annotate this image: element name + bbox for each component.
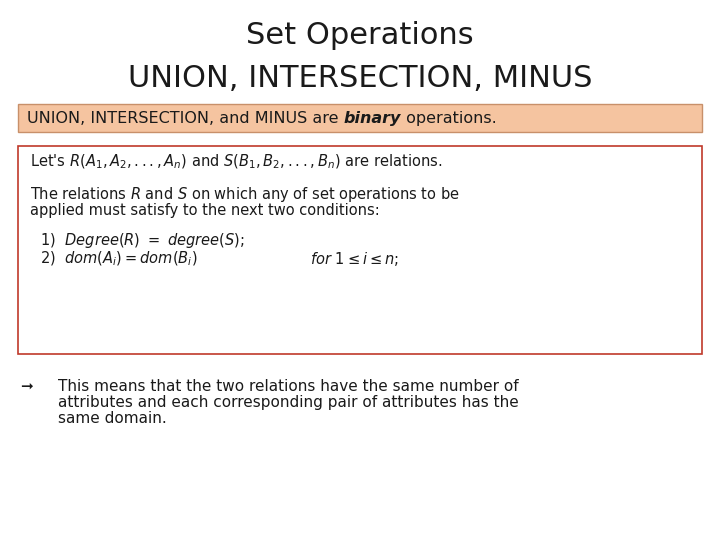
FancyBboxPatch shape xyxy=(18,104,702,132)
Text: The relations $R$ and $S$ on which any of set operations to be: The relations $R$ and $S$ on which any o… xyxy=(30,185,460,204)
Text: operations.: operations. xyxy=(401,111,497,126)
FancyBboxPatch shape xyxy=(18,146,702,354)
Text: Set Operations: Set Operations xyxy=(246,21,474,50)
Text: This means that the two relations have the same number of: This means that the two relations have t… xyxy=(58,379,518,394)
Text: ➞: ➞ xyxy=(20,379,33,394)
Text: UNION, INTERSECTION, and MINUS are: UNION, INTERSECTION, and MINUS are xyxy=(27,111,344,126)
Text: $2)\ \ dom(A_i) = dom(B_i)$: $2)\ \ dom(A_i) = dom(B_i)$ xyxy=(40,250,197,268)
Text: applied must satisfy to the next two conditions:: applied must satisfy to the next two con… xyxy=(30,203,380,218)
Text: Let's $R(A_1, A_2, ..., A_n)$ and $S(B_1, B_2, ..., B_n)$ are relations.: Let's $R(A_1, A_2, ..., A_n)$ and $S(B_1… xyxy=(30,153,442,171)
Text: UNION, INTERSECTION, MINUS: UNION, INTERSECTION, MINUS xyxy=(127,64,593,93)
Text: same domain.: same domain. xyxy=(58,411,166,426)
Text: $1)\ \ Degree(R)\ =\ degree(S);$: $1)\ \ Degree(R)\ =\ degree(S);$ xyxy=(40,231,244,250)
Text: binary: binary xyxy=(344,111,401,126)
Text: attributes and each corresponding pair of attributes has the: attributes and each corresponding pair o… xyxy=(58,395,518,410)
Text: $for\ 1 \leq i \leq n;$: $for\ 1 \leq i \leq n;$ xyxy=(310,250,398,268)
